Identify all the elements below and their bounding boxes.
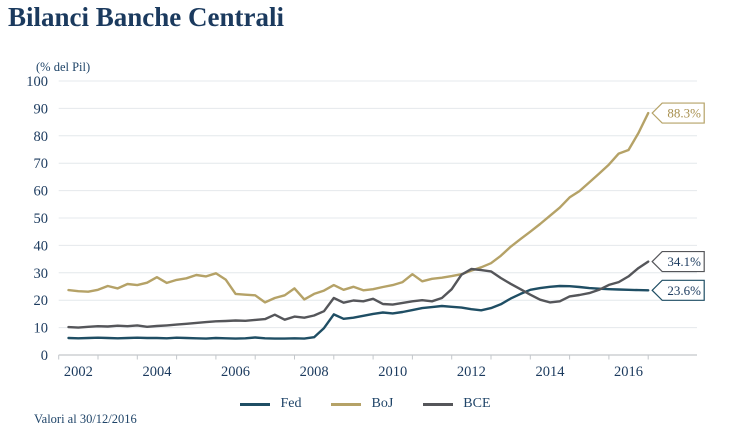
axis-units-label: (% del Pil) — [36, 60, 91, 74]
series-line-bce — [67, 260, 650, 329]
x-tick-label: 2010 — [378, 364, 407, 380]
y-tick-label: 50 — [34, 211, 49, 227]
legend-item-bce: BCE — [423, 396, 491, 412]
chart-legend: Fed BoJ BCE — [0, 396, 731, 412]
y-tick-label: 0 — [41, 348, 48, 364]
boj-line-swatch — [331, 402, 362, 406]
y-tick-label: 100 — [26, 74, 48, 90]
series-line-fed — [67, 284, 650, 340]
x-tick-label: 2016 — [614, 364, 643, 380]
y-tick-label: 80 — [34, 129, 49, 145]
legend-item-fed: Fed — [240, 396, 301, 412]
end-label-boj: 88.3% — [667, 106, 701, 121]
end-label-bce: 34.1% — [667, 254, 701, 269]
x-tick-label: 2004 — [142, 364, 172, 380]
x-tick-label: 2002 — [64, 364, 93, 380]
legend-label-fed: Fed — [280, 396, 302, 411]
x-tick-label: 2012 — [457, 364, 486, 380]
footnote: Valori al 30/12/2016 — [34, 412, 137, 426]
series-line-boj — [67, 111, 650, 304]
fed-line-swatch — [240, 402, 271, 406]
y-tick-label: 40 — [34, 238, 49, 254]
y-tick-label: 90 — [34, 101, 49, 117]
y-tick-label: 10 — [34, 321, 49, 337]
legend-item-boj: BoJ — [331, 396, 393, 412]
y-tick-label: 30 — [34, 266, 49, 282]
legend-label-boj: BoJ — [371, 396, 394, 411]
end-label-box-boj — [651, 102, 705, 124]
legend-label-bce: BCE — [463, 396, 491, 411]
bce-line-swatch — [423, 402, 454, 406]
y-tick-label: 70 — [34, 156, 49, 172]
end-label-fed: 23.6% — [667, 283, 701, 298]
y-tick-label: 20 — [34, 293, 49, 309]
end-label-box-fed — [651, 279, 705, 301]
y-tick-label: 60 — [34, 184, 49, 200]
x-tick-label: 2014 — [535, 364, 565, 380]
page-title: Bilanci Banche Centrali — [8, 2, 284, 32]
x-tick-label: 2008 — [300, 364, 329, 380]
x-tick-label: 2006 — [221, 364, 250, 380]
end-label-box-bce — [651, 250, 705, 273]
